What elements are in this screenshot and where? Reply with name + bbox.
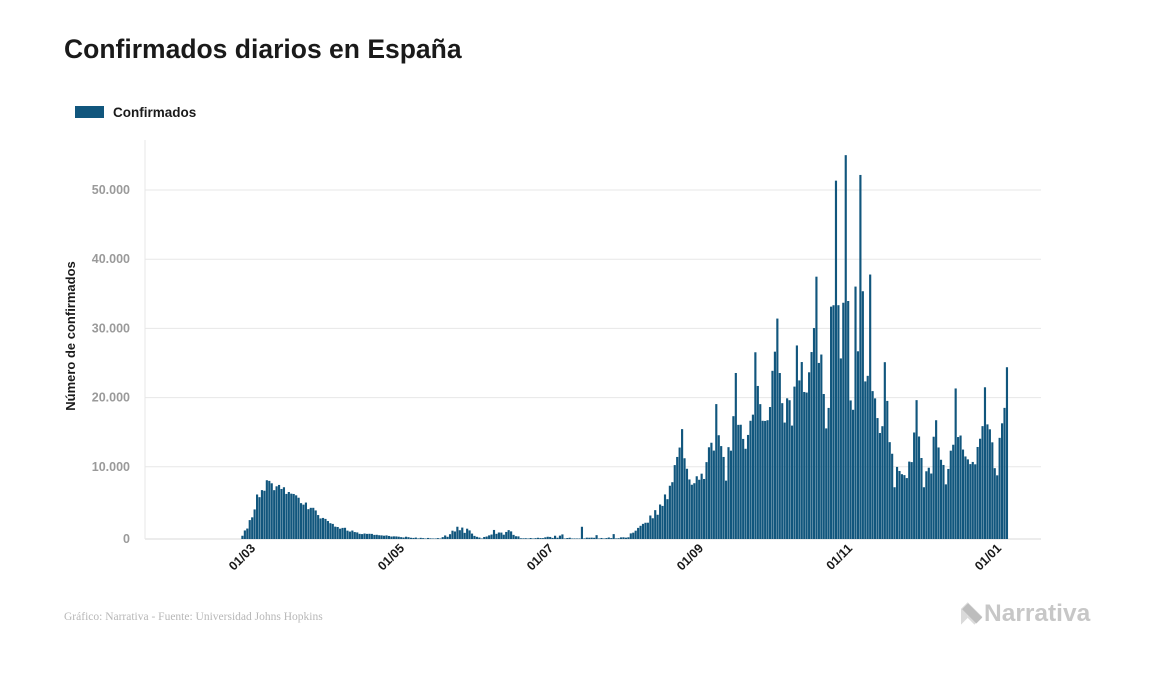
svg-text:50.000: 50.000 xyxy=(92,183,130,197)
svg-text:01/05: 01/05 xyxy=(375,541,407,573)
svg-text:01/07: 01/07 xyxy=(524,541,556,573)
svg-text:01/03: 01/03 xyxy=(226,541,258,573)
svg-text:10.000: 10.000 xyxy=(92,460,130,474)
svg-text:Número de confirmados: Número de confirmados xyxy=(63,261,78,411)
svg-text:Narrativa: Narrativa xyxy=(984,600,1091,626)
svg-text:01/09: 01/09 xyxy=(674,541,706,573)
svg-text:0: 0 xyxy=(123,532,130,546)
svg-text:01/01: 01/01 xyxy=(972,541,1004,573)
svg-text:01/11: 01/11 xyxy=(824,541,856,573)
svg-text:20.000: 20.000 xyxy=(92,391,130,405)
svg-text:30.000: 30.000 xyxy=(92,321,130,335)
svg-text:40.000: 40.000 xyxy=(92,252,130,266)
